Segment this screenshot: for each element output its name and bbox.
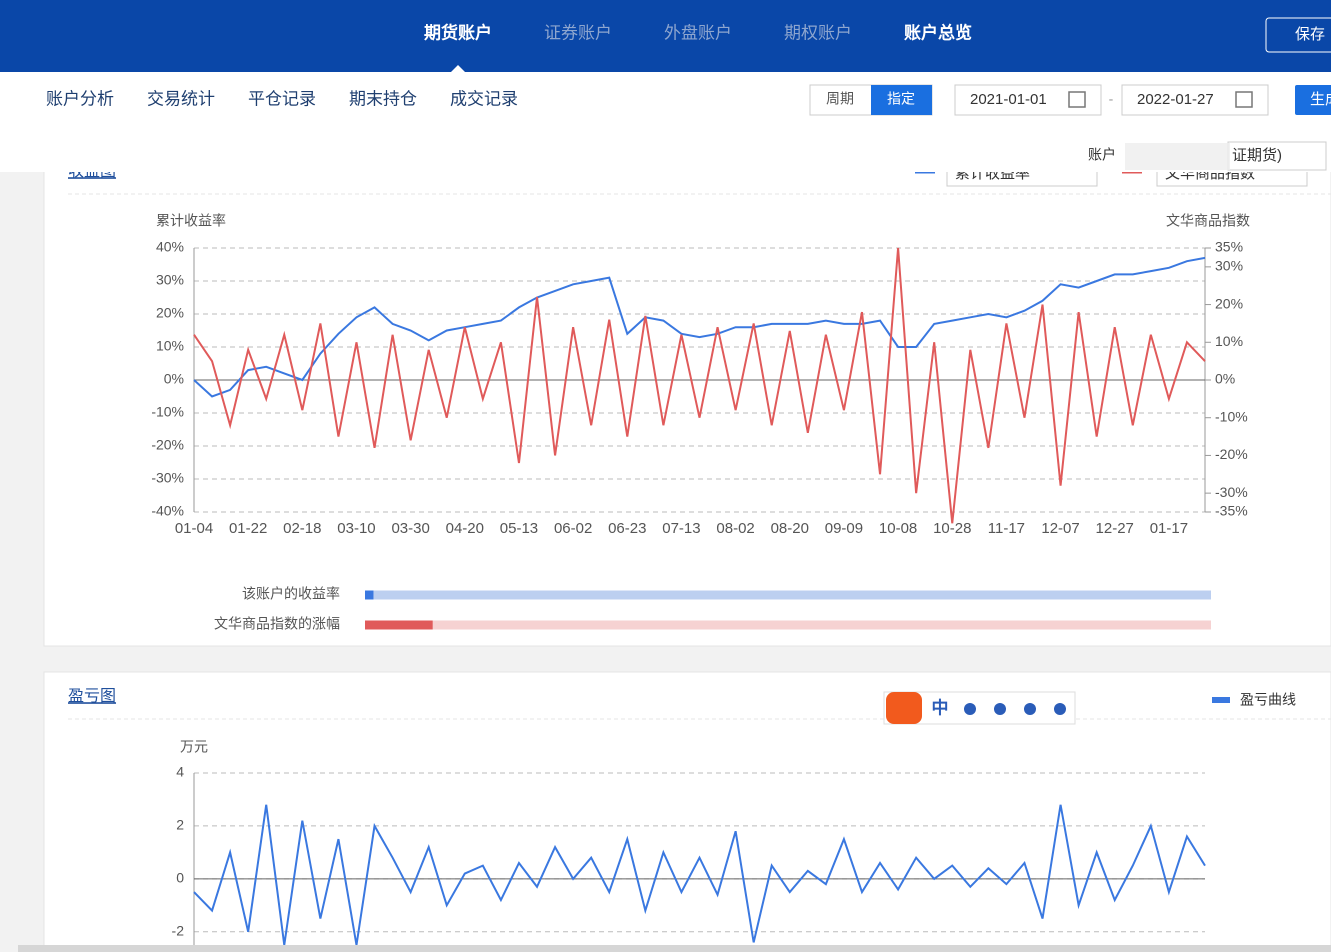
data-line xyxy=(193,247,1206,524)
progress-fill xyxy=(365,590,374,600)
y2-axis-label: 文华商品指数 xyxy=(1166,213,1250,229)
date-value[interactable]: 2022-01-27 xyxy=(1137,91,1214,108)
y-axis-label: 万元 xyxy=(180,739,208,755)
date-value[interactable]: 2021-01-01 xyxy=(970,91,1047,108)
x-tick-label: 11-17 xyxy=(988,520,1025,537)
y2-tick-label: -30% xyxy=(1215,484,1248,500)
ime-icon xyxy=(994,703,1006,715)
x-tick-label: 12-07 xyxy=(1041,520,1079,537)
x-tick-label: 06-02 xyxy=(554,520,592,537)
data-line xyxy=(193,256,1206,398)
toggle-active[interactable] xyxy=(871,85,932,115)
header-bar xyxy=(0,0,1331,72)
nav-tab[interactable]: 证券账户 xyxy=(544,23,612,42)
panel-returns xyxy=(43,144,1331,647)
calendar-icon xyxy=(1068,91,1086,108)
account-value[interactable]: 证期货) xyxy=(1232,147,1282,164)
save-button[interactable] xyxy=(1265,17,1331,53)
toggle-item[interactable]: 指定 xyxy=(887,91,915,107)
x-tick-label: 09-09 xyxy=(825,520,863,537)
y-tick-label: 30% xyxy=(156,272,184,288)
progress-fill xyxy=(365,620,433,630)
panel-pnl xyxy=(43,671,1331,952)
x-tick-label: 01-04 xyxy=(175,520,213,537)
panel-title[interactable]: 盈亏图 xyxy=(68,688,116,705)
y2-tick-label: 20% xyxy=(1215,295,1243,311)
progress-track xyxy=(365,620,1211,630)
y2-tick-label: -10% xyxy=(1215,408,1248,424)
save-label[interactable]: 保存 xyxy=(1295,26,1325,43)
ime-icon xyxy=(1054,703,1066,715)
x-tick-label: 03-30 xyxy=(391,520,429,537)
nav-tab[interactable]: 外盘账户 xyxy=(664,23,732,42)
x-tick-label: 01-22 xyxy=(229,520,267,537)
y2-tick-label: -20% xyxy=(1215,446,1248,462)
y2-tick-label: 30% xyxy=(1215,258,1243,274)
account-label: 账户 xyxy=(1088,147,1116,163)
x-tick-label: 02-18 xyxy=(283,520,321,537)
subnav-item[interactable]: 账户分析 xyxy=(46,89,114,108)
subnav-item[interactable]: 交易统计 xyxy=(147,89,215,108)
y-tick-label: 40% xyxy=(156,239,184,255)
x-tick-label: 03-10 xyxy=(337,520,375,537)
x-tick-label: 01-17 xyxy=(1150,520,1188,537)
x-tick-label: 07-13 xyxy=(662,520,700,537)
progress-label: 文华商品指数的涨幅 xyxy=(214,616,340,632)
x-tick-label: 10-28 xyxy=(933,520,971,537)
generate-button[interactable] xyxy=(1295,85,1331,115)
nav-tab[interactable]: 期货账户 xyxy=(424,22,492,42)
y-tick-label: -30% xyxy=(151,470,184,486)
legend-swatch xyxy=(1212,697,1230,703)
blurred-account xyxy=(1125,143,1230,170)
date-input[interactable] xyxy=(954,84,1102,116)
x-tick-label: 08-20 xyxy=(771,520,809,537)
y-tick-label: 20% xyxy=(156,305,184,321)
progress-label: 该账户的收益率 xyxy=(242,586,340,602)
y-tick-label: 0% xyxy=(164,371,184,387)
data-line xyxy=(193,804,1206,945)
date-separator: - xyxy=(1109,91,1114,107)
x-tick-label: 12-27 xyxy=(1096,520,1134,537)
account-select[interactable] xyxy=(1227,141,1327,171)
nav-tab[interactable]: 期权账户 xyxy=(784,23,852,42)
scrollbar xyxy=(18,945,1331,952)
ime-mode[interactable]: 中 xyxy=(932,697,949,717)
y-tick-label: 4 xyxy=(176,764,184,780)
ime-icon xyxy=(964,703,976,715)
y-tick-label: 0 xyxy=(176,870,184,886)
y-tick-label: -20% xyxy=(151,437,184,453)
ime-icon xyxy=(1024,703,1036,715)
y-axis-label: 累计收益率 xyxy=(156,213,226,229)
x-tick-label: 04-20 xyxy=(446,520,484,537)
active-caret xyxy=(451,65,465,72)
date-input[interactable] xyxy=(1121,84,1269,116)
ime-logo xyxy=(886,692,922,724)
nav-tab[interactable]: 账户总览 xyxy=(904,22,972,42)
generate-label[interactable]: 生成 xyxy=(1310,91,1331,108)
y-tick-label: 10% xyxy=(156,338,184,354)
y2-tick-label: 0% xyxy=(1215,371,1235,387)
y-tick-label: -10% xyxy=(151,404,184,420)
y-tick-label: 2 xyxy=(176,817,184,833)
subnav-item[interactable]: 平仓记录 xyxy=(248,89,316,108)
y2-tick-label: 10% xyxy=(1215,333,1243,349)
y-tick-label: -40% xyxy=(151,503,184,519)
toggle-item[interactable]: 周期 xyxy=(826,91,854,107)
x-tick-label: 05-13 xyxy=(500,520,538,537)
subnav-bar xyxy=(0,72,1331,172)
x-tick-label: 06-23 xyxy=(608,520,646,537)
subnav-item[interactable]: 成交记录 xyxy=(450,89,518,108)
subnav-item[interactable]: 期末持仓 xyxy=(349,89,417,108)
x-tick-label: 08-02 xyxy=(716,520,754,537)
x-tick-label: 10-08 xyxy=(879,520,917,537)
y-tick-label: -2 xyxy=(172,922,185,938)
legend-label: 盈亏曲线 xyxy=(1240,692,1296,708)
calendar-icon xyxy=(1235,91,1253,108)
progress-track xyxy=(365,590,1211,600)
y2-tick-label: -35% xyxy=(1215,503,1248,519)
y2-tick-label: 35% xyxy=(1215,239,1243,255)
